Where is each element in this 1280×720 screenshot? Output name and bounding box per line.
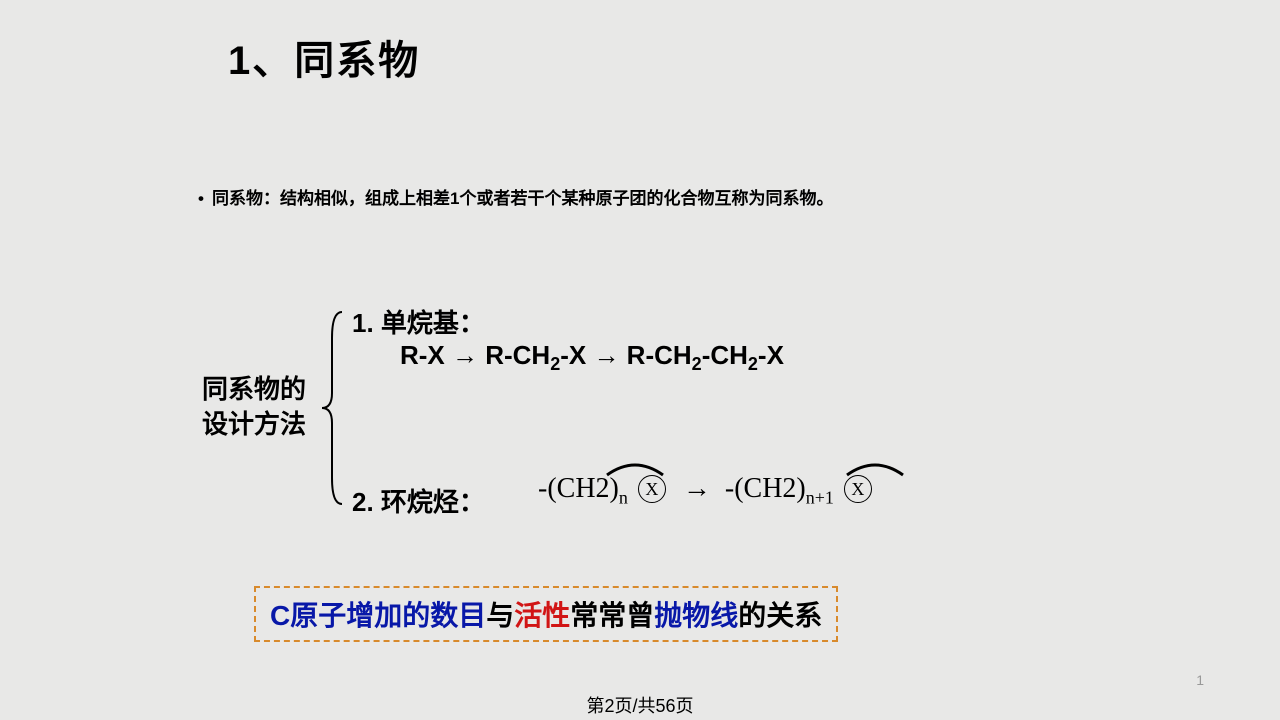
curly-brace [318, 308, 348, 508]
definition-text: •同系物：结构相似，组成上相差1个或者若干个某种原子团的化合物互称为同系物。 [198, 183, 1078, 215]
method2-label: 2. 环烷烃： [352, 482, 485, 519]
methods-label-line1: 同系物的 [202, 374, 306, 404]
circled-x-1: X [638, 475, 666, 503]
method1-formula: R-X → R-CH2-X → R-CH2-CH2-X [400, 340, 784, 375]
circled-x-2: X [844, 475, 872, 503]
page-indicator: 第2页/共56页 [586, 692, 693, 718]
methods-label: 同系物的 设计方法 [202, 372, 306, 442]
conclusion-box: C原子增加的数目与活性常常曾抛物线的关系 [254, 586, 838, 642]
methods-label-line2: 设计方法 [202, 409, 306, 439]
slide-number: 1 [1196, 672, 1204, 688]
method2-formula: -(CH2)n X → -(CH2)n+1 X [538, 472, 875, 509]
definition-content: 同系物：结构相似，组成上相差1个或者若干个某种原子团的化合物互称为同系物。 [212, 189, 833, 208]
slide-title: 1、同系物 [228, 28, 420, 86]
conclusion-text: C原子增加的数目与活性常常曾抛物线的关系 [270, 594, 822, 634]
method1-label: 1. 单烷基： [352, 303, 485, 340]
